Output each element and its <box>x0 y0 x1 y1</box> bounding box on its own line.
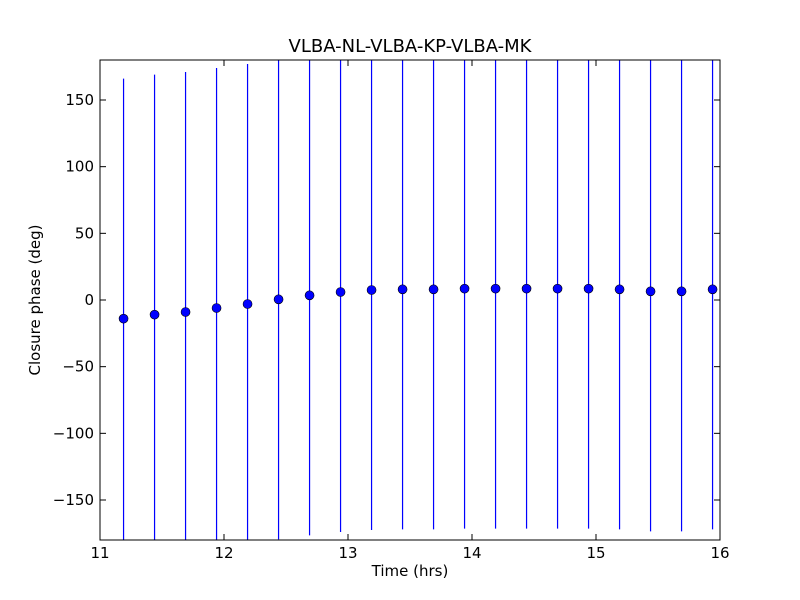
y-tick-label: 100 <box>65 158 94 176</box>
data-point <box>242 299 253 309</box>
y-axis-ticks: 150 100 50 0 −50 −100 −150 <box>53 91 720 509</box>
data-point <box>211 303 222 313</box>
x-tick-label: 16 <box>710 544 729 562</box>
data-point <box>707 284 718 295</box>
data-point <box>459 283 470 294</box>
y-tick-label: −100 <box>53 424 94 442</box>
chart-title: VLBA-NL-VLBA-KP-VLBA-MK <box>289 36 533 57</box>
x-tick-label: 11 <box>90 544 109 562</box>
x-axis-label: Time (hrs) <box>371 562 449 580</box>
data-point <box>428 284 439 295</box>
x-tick-label: 13 <box>338 544 357 562</box>
data-point <box>490 283 501 294</box>
x-axis-ticks: 11 12 13 14 15 16 <box>90 60 730 562</box>
data-point <box>180 307 191 317</box>
data-point <box>366 285 377 295</box>
y-axis-label: Closure phase (deg) <box>26 225 44 376</box>
y-tick-label: −150 <box>53 491 94 509</box>
data-point <box>304 290 315 301</box>
data-point <box>552 283 563 294</box>
data-point <box>273 294 284 305</box>
data-point <box>397 284 408 295</box>
data-point <box>335 287 346 297</box>
x-tick-label: 12 <box>214 544 233 562</box>
data-points <box>118 283 718 324</box>
data-point <box>583 283 594 294</box>
x-tick-label: 15 <box>586 544 605 562</box>
x-tick-label: 14 <box>462 544 481 562</box>
y-tick-label: −50 <box>62 358 94 376</box>
data-point <box>118 313 129 324</box>
data-point <box>149 309 160 320</box>
data-point <box>614 284 625 295</box>
y-tick-label: 50 <box>75 224 94 242</box>
data-point <box>521 283 532 294</box>
data-point <box>645 286 656 297</box>
y-tick-label: 0 <box>84 291 94 309</box>
y-tick-label: 150 <box>65 91 94 109</box>
data-point <box>676 286 687 297</box>
